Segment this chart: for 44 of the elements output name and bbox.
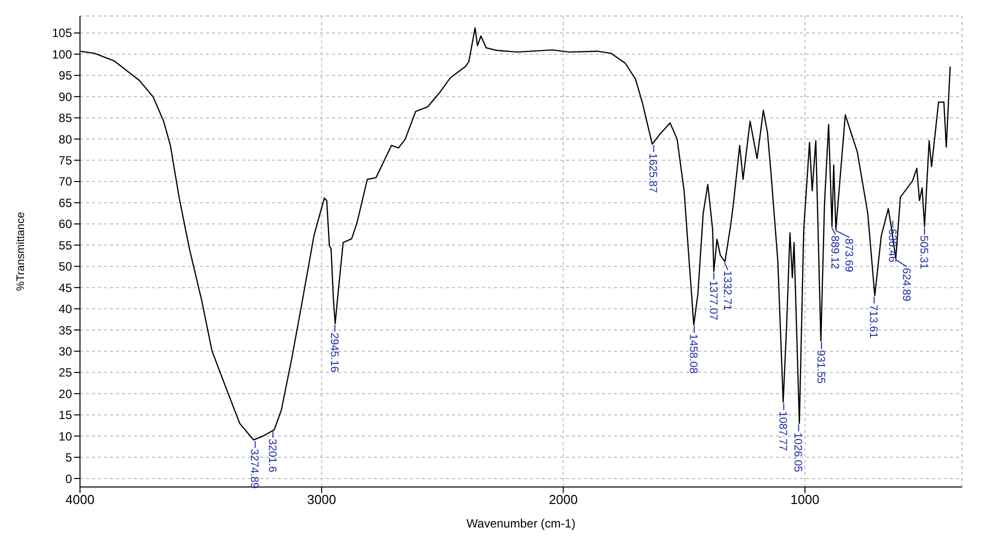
x-tick-label: 2000 (548, 492, 578, 508)
annotation: 1377.07 (706, 280, 719, 320)
annotation: 624.89 (900, 268, 912, 302)
y-axis-title: %Transmittance (14, 212, 27, 292)
annotation: 3201.6 (266, 438, 278, 472)
y-tick-label: 85 (58, 111, 72, 126)
y-tick-label: 70 (58, 174, 72, 189)
y-tick-label: 35 (58, 323, 72, 338)
y-tick-label: 90 (58, 90, 72, 104)
x-tick-label: 1000 (790, 492, 820, 508)
annotation: 889.12 (828, 235, 840, 270)
y-tick-label: 100 (52, 47, 72, 62)
y-tick-label: 50 (58, 260, 72, 274)
y-tick-label: 60 (58, 217, 72, 232)
x-tick-label: 4000 (66, 492, 94, 508)
y-tick-label: 25 (58, 366, 72, 380)
y-tick-label: 15 (58, 408, 72, 422)
annotation: 3274.89 (248, 448, 260, 489)
y-tick-label: 75 (58, 154, 72, 168)
y-tick-label: 45 (58, 280, 72, 295)
y-tick-label: 95 (58, 68, 72, 83)
annotation: 1087.77 (776, 411, 789, 451)
y-tick-label: 10 (58, 429, 72, 444)
y-tick-label: 30 (58, 344, 72, 358)
y-tick-label: 65 (58, 196, 72, 210)
y-tick-label: 105 (52, 26, 72, 40)
annotation: 636.46 (886, 228, 898, 262)
annotation: 505.31 (917, 235, 930, 270)
y-tick-label: 55 (58, 238, 72, 252)
annotation: 1625.87 (646, 153, 659, 193)
y-tick-label: 5 (65, 450, 72, 465)
y-tick-label: 40 (58, 302, 72, 316)
annotation: 2945.16 (328, 332, 340, 372)
x-tick-label: 3000 (307, 492, 336, 508)
y-tick-label: 0 (65, 472, 72, 486)
annotation: 1332.71 (720, 270, 733, 310)
y-tick-label: 80 (58, 132, 72, 146)
annotation: 713.61 (867, 304, 880, 338)
annotation: 1026.05 (792, 432, 804, 472)
x-axis-title: Wavenumber (cm-1) (466, 516, 576, 531)
annotation: 873.69 (842, 238, 854, 272)
y-tick-label: 20 (58, 386, 72, 401)
annotation: 1458.08 (687, 334, 700, 374)
annotation: 931.55 (814, 350, 826, 384)
